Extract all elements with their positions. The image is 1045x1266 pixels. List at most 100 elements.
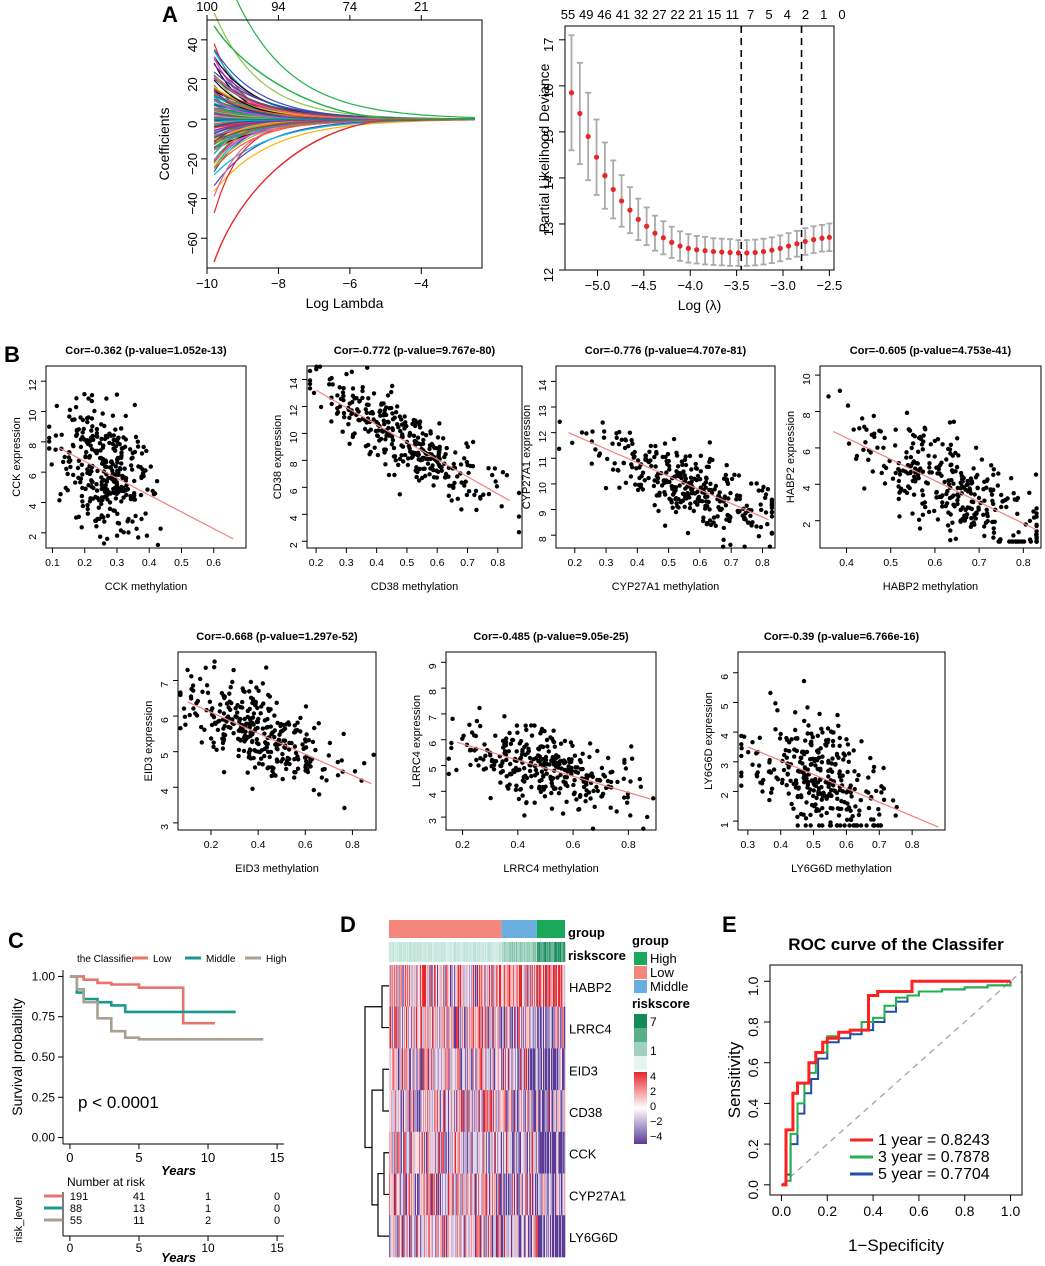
- heatmap-cell: [389, 965, 391, 1008]
- heatmap-cell: [446, 1090, 448, 1133]
- y-tick-label: 2: [719, 792, 731, 798]
- scatter-point: [75, 465, 81, 471]
- scatter-point: [390, 383, 395, 389]
- heatmap-cell: [443, 1215, 445, 1258]
- x-tick-label: 0.3: [599, 557, 614, 569]
- scatter-point: [119, 455, 124, 460]
- heatmap-cell: [555, 1090, 557, 1133]
- scatter-point: [667, 479, 672, 485]
- coefficient-paths: [213, 0, 475, 263]
- scatter-point: [936, 465, 941, 470]
- heatmap-cell: [556, 1215, 558, 1258]
- riskscore-cell: [530, 942, 532, 962]
- scatter-point: [645, 458, 650, 463]
- heatmap-cell: [459, 1090, 461, 1133]
- heatmap-cell: [426, 1131, 428, 1174]
- x-tick-label: 0.2: [204, 839, 219, 851]
- heatmap-cell: [462, 1006, 464, 1049]
- scatter-point: [224, 719, 229, 724]
- scatter-point: [543, 754, 549, 760]
- scatter-point: [298, 715, 303, 721]
- heatmap-cell: [416, 1131, 418, 1174]
- riskscore-cell: [450, 942, 452, 962]
- scatter-point: [204, 683, 210, 688]
- gene-label: CYP27A1: [569, 1188, 626, 1203]
- heatmap-cell: [533, 1131, 535, 1174]
- heatmap-cell: [538, 1173, 540, 1216]
- heatmap-cell: [480, 1173, 482, 1216]
- scatter-point: [311, 390, 317, 396]
- scatter-point: [84, 449, 89, 455]
- heatmap-cell: [389, 1215, 391, 1258]
- scatter-point: [390, 438, 396, 443]
- scatter-point: [214, 747, 219, 752]
- heatmap-cell: [458, 1090, 460, 1133]
- scatter-point: [374, 419, 379, 425]
- scatter-point: [256, 761, 262, 766]
- scatter-point: [662, 523, 668, 528]
- heatmap-cell: [458, 1215, 460, 1258]
- scatter-point: [571, 791, 577, 797]
- heatmap-cell: [457, 1090, 459, 1133]
- riskscore-cell: [400, 942, 402, 962]
- scatter-point: [280, 776, 285, 782]
- scatter-point: [527, 768, 533, 774]
- scatter-point: [368, 427, 373, 432]
- heatmap-cell: [521, 1215, 523, 1258]
- scatter-point: [129, 467, 135, 472]
- scatter-point: [792, 754, 797, 759]
- riskscore-cell: [403, 942, 405, 962]
- scatter-point: [344, 371, 349, 377]
- scatter-point: [648, 443, 653, 449]
- heatmap-cell: [482, 1215, 484, 1258]
- heatmap-cell: [541, 965, 543, 1008]
- heatmap-cell: [527, 1173, 529, 1216]
- heatmap-cell: [428, 1048, 430, 1091]
- heatmap-cell: [465, 965, 467, 1008]
- x-tick-label: 0.4: [511, 839, 526, 851]
- heatmap-cell: [540, 1215, 542, 1258]
- scatter-point: [105, 536, 110, 541]
- riskscore-cell: [475, 942, 477, 962]
- scatter-point: [502, 742, 507, 747]
- scatter-point: [940, 504, 945, 509]
- scatter-point: [504, 757, 509, 762]
- scatter-point: [558, 741, 564, 746]
- heatmap-cell: [531, 1215, 533, 1258]
- color-scale-tick: −4: [650, 1131, 663, 1143]
- heatmap-cell: [425, 1215, 427, 1258]
- heatmap-cell: [471, 965, 473, 1008]
- scatter-point: [454, 767, 459, 773]
- scatter-point: [194, 700, 199, 706]
- heatmap-cell: [520, 1006, 522, 1049]
- heatmap-cell: [462, 1131, 464, 1174]
- scatter-point: [451, 484, 456, 489]
- scatter-point: [300, 742, 305, 747]
- scatter-point: [946, 446, 951, 452]
- y-tick-label: 8: [288, 461, 300, 467]
- fit-line: [187, 701, 372, 785]
- scatter-point: [732, 472, 737, 477]
- heatmap-cell: [440, 1215, 442, 1258]
- scatter-point: [810, 735, 815, 740]
- scatter-point: [760, 488, 765, 493]
- scatter-point: [128, 496, 134, 502]
- scatter-point: [589, 461, 594, 466]
- top-tick-label: 21: [414, 0, 428, 14]
- y-axis-label: LRRC4 expression: [411, 695, 423, 787]
- heatmap-cell: [452, 1090, 454, 1133]
- heatmap-cell: [543, 1048, 545, 1091]
- scatter-point: [680, 491, 686, 496]
- heatmap-cell: [562, 1173, 564, 1216]
- scatter-point: [808, 812, 813, 818]
- heatmap-cell: [534, 1048, 536, 1091]
- risk-count: 0: [274, 1191, 280, 1203]
- heatmap-cell: [426, 1215, 428, 1258]
- scatter-point: [1034, 511, 1039, 516]
- heatmap-cell: [563, 1090, 565, 1133]
- scatter-point: [991, 467, 996, 472]
- heatmap-cell: [544, 1215, 546, 1258]
- heatmap-cell: [501, 1173, 503, 1216]
- scatter-point: [801, 678, 807, 684]
- scatter-point: [518, 739, 524, 744]
